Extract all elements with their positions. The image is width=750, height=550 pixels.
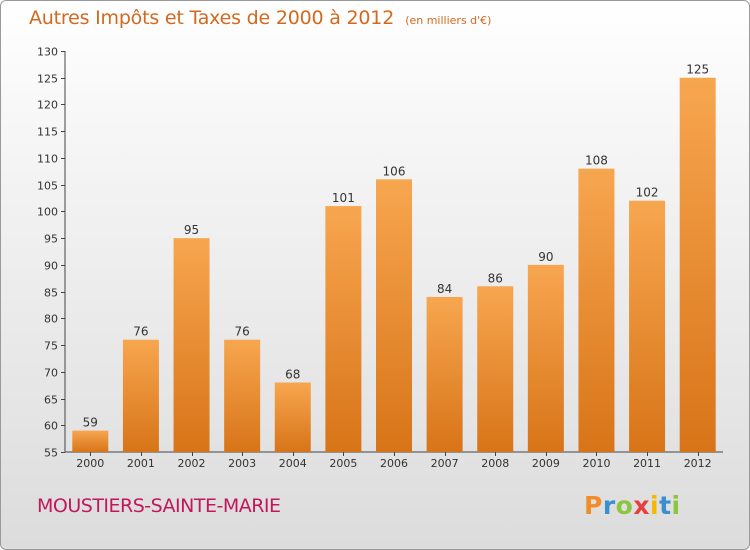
data-label: 102: [636, 186, 659, 200]
y-tick-label: 100: [37, 206, 58, 219]
bar: [376, 179, 412, 452]
x-tick-label: 2006: [380, 457, 408, 470]
data-label: 59: [83, 416, 98, 430]
y-tick-label: 115: [37, 126, 58, 139]
y-tick-label: 85: [44, 287, 58, 300]
chart-data-labels: 59 76 95 76 68 101 106 84 86 90 108 102 125: [83, 63, 709, 430]
data-label: 90: [538, 250, 553, 264]
bar: [426, 296, 463, 452]
y-tick-label: 60: [44, 420, 58, 433]
bar: [173, 238, 210, 452]
x-tick-label: 2004: [279, 457, 307, 470]
x-tick-label: 2002: [178, 457, 206, 470]
data-label: 125: [686, 63, 709, 77]
data-label: 108: [585, 154, 608, 168]
bar: [224, 339, 261, 452]
bar: [578, 168, 615, 453]
y-tick-label: 125: [37, 73, 58, 86]
bar: [629, 200, 666, 452]
y-tick-label: 55: [44, 447, 58, 460]
y-tick-label: 90: [44, 260, 58, 273]
data-label: 76: [235, 325, 250, 339]
y-tick-label: 105: [37, 180, 58, 193]
y-tick-label: 130: [37, 46, 58, 59]
x-tick-label: 2001: [127, 457, 155, 470]
proxiti-logo: Proxiti: [584, 491, 681, 520]
town-name: MOUSTIERS-SAINTE-MARIE: [37, 495, 281, 517]
bar: [477, 286, 514, 452]
data-label: 86: [488, 271, 503, 285]
x-tick-label: 2005: [329, 457, 357, 470]
x-tick-label: 2000: [76, 457, 104, 470]
y-tick-label: 70: [44, 367, 58, 380]
data-label: 68: [285, 367, 300, 381]
y-tick-label: 65: [44, 394, 58, 407]
data-label: 76: [133, 325, 148, 339]
y-tick-label: 75: [44, 340, 58, 353]
x-tick-label: 2009: [532, 457, 560, 470]
bar: [527, 264, 564, 452]
bar: [72, 430, 109, 452]
y-tick-label: 80: [44, 313, 58, 326]
x-tick-label: 2010: [582, 457, 610, 470]
x-tick-label: 2008: [481, 457, 509, 470]
chart-title: Autres Impôts et Taxes de 2000 à 2012: [29, 7, 395, 29]
y-tick-label: 120: [37, 99, 58, 112]
chart-bars: [72, 77, 716, 453]
x-tick-label: 2012: [684, 457, 712, 470]
y-tick-label: 95: [44, 233, 58, 246]
bar: [325, 206, 362, 452]
bar: [274, 382, 311, 452]
bar: [122, 339, 159, 452]
bar: [679, 77, 716, 452]
chart-header: Autres Impôts et Taxes de 2000 à 2012 (e…: [29, 7, 491, 29]
data-label: 84: [437, 282, 452, 296]
y-tick-label: 110: [37, 153, 58, 166]
chart-unit: (en milliers d'€): [405, 14, 492, 27]
x-tick-label: 2007: [431, 457, 459, 470]
data-label: 101: [332, 191, 355, 205]
x-tick-label: 2011: [633, 457, 661, 470]
data-label: 95: [184, 223, 199, 237]
data-label: 106: [383, 164, 406, 178]
x-tick-label: 2003: [228, 457, 256, 470]
